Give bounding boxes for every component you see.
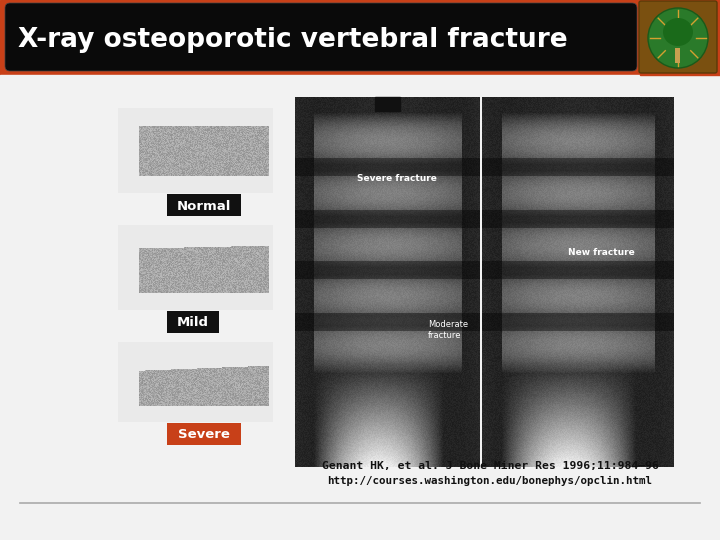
Text: Mild: Mild [177,316,209,329]
FancyBboxPatch shape [167,194,241,216]
Ellipse shape [648,8,708,68]
Ellipse shape [663,18,693,46]
FancyBboxPatch shape [167,311,219,333]
Text: Genant HK, et al. J Bone Miner Res 1996;11:984–96: Genant HK, et al. J Bone Miner Res 1996;… [322,461,658,471]
Text: Moderate
fracture: Moderate fracture [428,320,468,340]
Bar [375,97,400,111]
Text: Severe fracture: Severe fracture [357,174,437,183]
Bar [675,48,680,63]
FancyBboxPatch shape [5,3,637,71]
FancyBboxPatch shape [639,1,717,73]
Text: X-ray osteoporotic vertebral fracture: X-ray osteoporotic vertebral fracture [18,27,567,53]
Bar [0,0,720,75]
Bar [640,0,720,75]
Text: New fracture: New fracture [567,248,634,257]
Bar [0,75,720,540]
FancyBboxPatch shape [167,423,241,445]
Text: Severe: Severe [178,429,230,442]
Text: Normal: Normal [177,199,231,213]
Text: http://courses.washington.edu/bonephys/opclin.html: http://courses.washington.edu/bonephys/o… [328,476,652,486]
